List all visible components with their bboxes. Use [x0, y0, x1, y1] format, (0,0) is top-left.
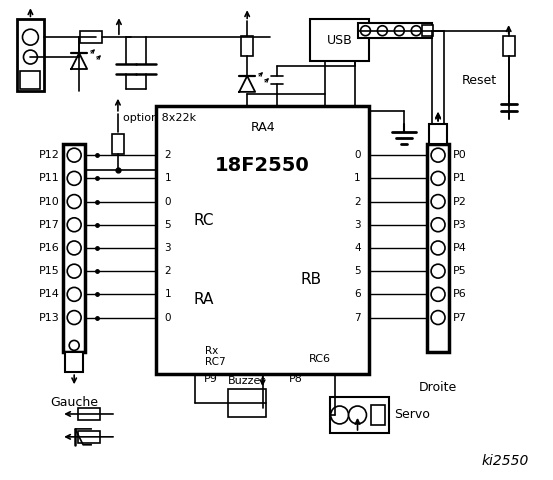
Text: 4: 4 [354, 243, 361, 253]
Bar [427, 144, 449, 352]
Circle shape [361, 26, 371, 36]
Text: 18F2550: 18F2550 [215, 156, 310, 175]
Text: 1: 1 [164, 173, 171, 183]
Text: RC: RC [194, 213, 214, 228]
Text: P1: P1 [453, 173, 467, 183]
Bar [310, 19, 369, 61]
Circle shape [431, 194, 445, 208]
Circle shape [67, 171, 81, 185]
Bar [330, 397, 389, 433]
Circle shape [411, 26, 421, 36]
Circle shape [67, 264, 81, 278]
Text: P6: P6 [453, 289, 467, 300]
Text: 1: 1 [164, 289, 171, 300]
Bar [422, 25, 433, 36]
Text: 0: 0 [164, 196, 171, 206]
Text: P2: P2 [453, 196, 467, 206]
Bar [112, 133, 124, 154]
Circle shape [67, 148, 81, 162]
Text: P16: P16 [39, 243, 59, 253]
Bar [358, 23, 432, 38]
Bar [78, 431, 100, 443]
Text: 2: 2 [164, 266, 171, 276]
Circle shape [23, 50, 38, 64]
Text: 7: 7 [354, 312, 361, 323]
Bar [241, 36, 253, 56]
Bar [429, 124, 447, 144]
Text: P8: P8 [289, 374, 303, 384]
Bar [20, 71, 40, 89]
Bar [63, 144, 85, 352]
Circle shape [23, 29, 38, 45]
Circle shape [67, 194, 81, 208]
Text: 3: 3 [164, 243, 171, 253]
Text: Reset: Reset [462, 74, 497, 87]
Bar [156, 106, 369, 374]
Text: P13: P13 [39, 312, 59, 323]
Text: RB: RB [301, 272, 322, 287]
Circle shape [348, 406, 367, 424]
Circle shape [69, 340, 79, 350]
Text: P12: P12 [38, 150, 59, 160]
Text: P3: P3 [453, 220, 467, 230]
Circle shape [431, 171, 445, 185]
Text: P10: P10 [39, 196, 59, 206]
Circle shape [431, 288, 445, 301]
Bar [65, 352, 83, 372]
Text: P4: P4 [453, 243, 467, 253]
Bar [80, 31, 102, 43]
Text: RA4: RA4 [251, 121, 275, 134]
Circle shape [67, 288, 81, 301]
Text: Rx
RC7: Rx RC7 [205, 346, 226, 367]
Bar [228, 389, 266, 417]
Circle shape [67, 218, 81, 232]
Text: 0: 0 [164, 312, 171, 323]
Text: RA: RA [194, 292, 214, 307]
Circle shape [431, 218, 445, 232]
Text: 2: 2 [164, 150, 171, 160]
Text: P0: P0 [453, 150, 467, 160]
Text: P14: P14 [38, 289, 59, 300]
Text: 6: 6 [354, 289, 361, 300]
Bar [372, 405, 385, 425]
Text: Gauche: Gauche [50, 396, 98, 408]
Text: Buzzer: Buzzer [228, 376, 266, 386]
Text: P5: P5 [453, 266, 467, 276]
Circle shape [394, 26, 404, 36]
Bar [78, 408, 100, 420]
Text: Droite: Droite [419, 381, 457, 394]
Bar [503, 36, 515, 56]
Text: 3: 3 [354, 220, 361, 230]
Text: 0: 0 [354, 150, 361, 160]
Bar [17, 19, 44, 91]
Text: Servo: Servo [394, 408, 430, 421]
Circle shape [67, 311, 81, 324]
Circle shape [377, 26, 387, 36]
Text: option 8x22k: option 8x22k [123, 113, 196, 123]
Circle shape [331, 406, 348, 424]
Text: RC6: RC6 [309, 354, 331, 364]
Text: 1: 1 [354, 173, 361, 183]
Text: 5: 5 [354, 266, 361, 276]
Circle shape [431, 264, 445, 278]
Text: P15: P15 [39, 266, 59, 276]
Circle shape [431, 148, 445, 162]
Circle shape [431, 241, 445, 255]
Text: ki2550: ki2550 [481, 454, 529, 468]
Text: P17: P17 [38, 220, 59, 230]
Text: USB: USB [327, 34, 352, 47]
Circle shape [67, 241, 81, 255]
Text: P7: P7 [453, 312, 467, 323]
Circle shape [431, 311, 445, 324]
Text: 5: 5 [164, 220, 171, 230]
Text: P11: P11 [39, 173, 59, 183]
Text: 2: 2 [354, 196, 361, 206]
Text: P9: P9 [204, 374, 217, 384]
